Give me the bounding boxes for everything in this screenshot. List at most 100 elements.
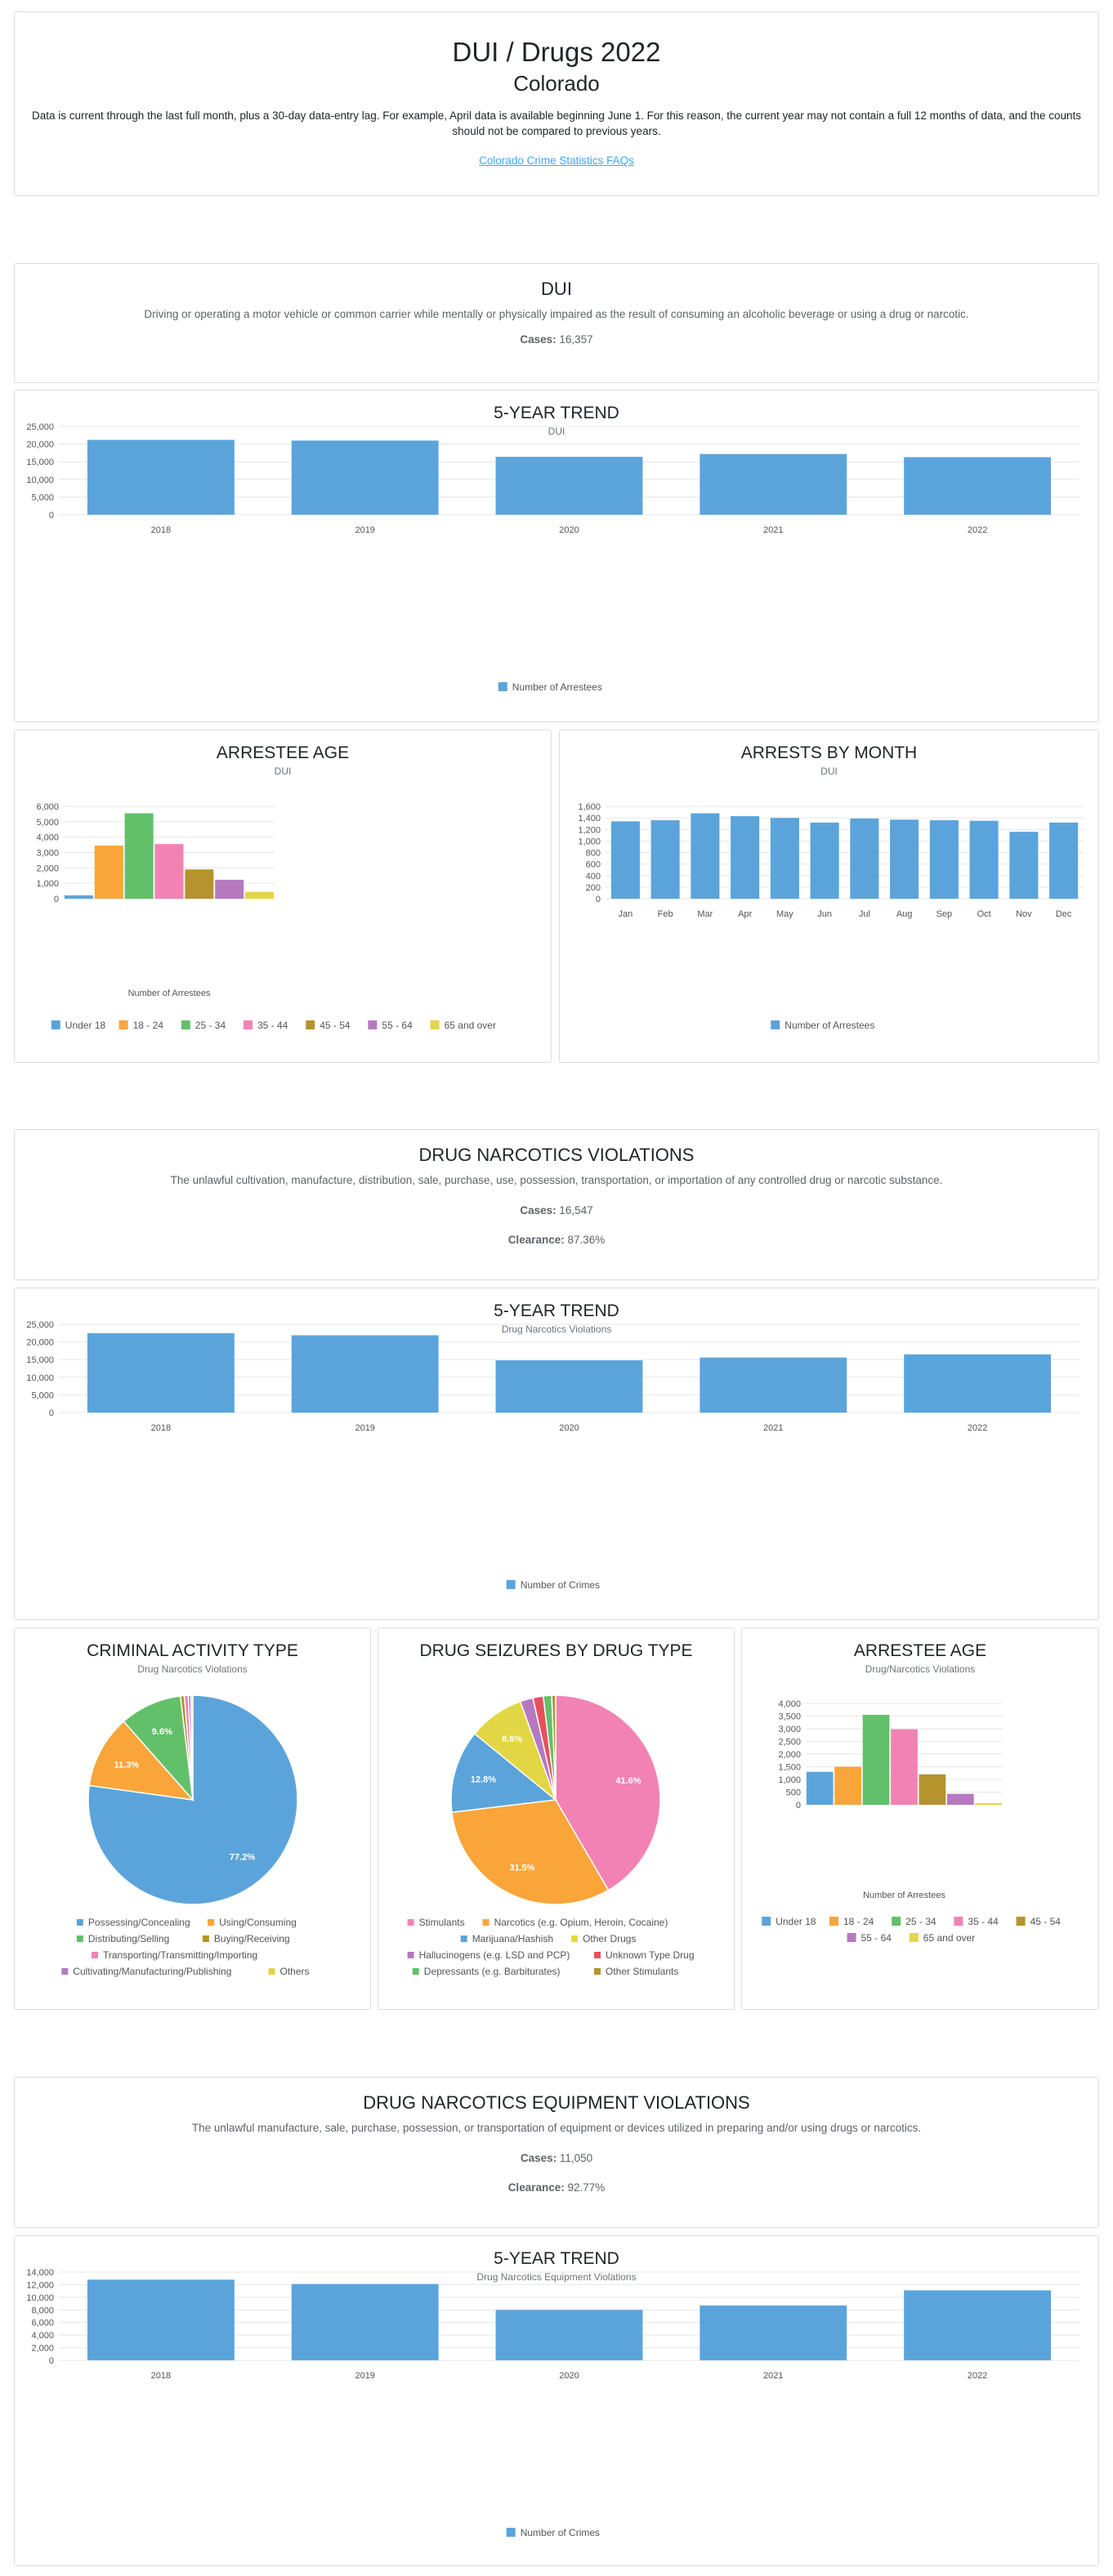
faq-link[interactable]: Colorado Crime Statistics FAQs xyxy=(479,154,634,167)
pie-slice xyxy=(551,1694,556,1801)
legend-swatch xyxy=(847,1933,856,1942)
dui-title: DUI xyxy=(541,279,572,299)
x-axis-label: Number of Arrestees xyxy=(863,1891,945,1900)
y-tick-label: 5,000 xyxy=(36,818,59,828)
bar xyxy=(87,2279,235,2360)
legend-swatch xyxy=(61,1968,69,1975)
dui-age-card: ARRESTEE AGE DUI 0 1,000 2,000 3,000 4,000 5,00… xyxy=(14,730,552,1063)
equip-clearance-value: 92.77% xyxy=(567,2181,606,2194)
x-tick-label: 2018 xyxy=(151,2371,171,2381)
pie-data-label: 77.2% xyxy=(230,1853,255,1863)
y-tick-label: 2,000 xyxy=(31,2344,54,2354)
y-tick-label: 8,000 xyxy=(31,2306,54,2315)
legend-label: Stimulants xyxy=(419,1917,465,1928)
pie-slice xyxy=(451,1799,610,1905)
pie-data-label: 9.6% xyxy=(152,1727,172,1737)
bar xyxy=(969,820,999,899)
state-title: Colorado xyxy=(513,71,600,96)
legend-swatch xyxy=(306,1020,315,1029)
bar xyxy=(700,1357,847,1413)
y-tick-label: 6,000 xyxy=(31,2319,54,2328)
legend-label: Under 18 xyxy=(65,1020,106,1031)
y-tick-label: 5,000 xyxy=(31,1391,54,1400)
y-tick-label: 0 xyxy=(796,1801,801,1810)
y-tick-label: 10,000 xyxy=(26,1373,54,1383)
y-tick-label: 2,000 xyxy=(36,864,59,873)
bar xyxy=(245,891,275,899)
legend-label: 35 - 44 xyxy=(257,1020,288,1031)
legend-label: Possessing/Concealing xyxy=(88,1917,190,1928)
drug-activity-card: CRIMINAL ACTIVITY TYPE Drug Narcotics Vio… xyxy=(14,1627,371,2010)
drug-seizures-card: DRUG SEIZURES BY DRUG TYPE 41.6% 31.5% 12.8… xyxy=(378,1627,735,2010)
y-tick-label: 15,000 xyxy=(26,458,54,467)
y-tick-label: 15,000 xyxy=(26,1355,54,1365)
legend-label: 45 - 54 xyxy=(320,1020,351,1031)
legend-swatch xyxy=(92,1952,98,1958)
y-tick-label: 2,000 xyxy=(778,1750,801,1760)
chart-subtitle: DUI xyxy=(275,766,292,777)
y-tick-label: 500 xyxy=(786,1788,801,1798)
bar xyxy=(1049,822,1079,899)
bar xyxy=(700,2305,847,2360)
legend-swatch xyxy=(762,1917,771,1926)
x-tick-label: 2018 xyxy=(151,1423,171,1433)
bar xyxy=(691,813,720,899)
y-tick-label: 20,000 xyxy=(26,1338,54,1348)
chart-subtitle: Drug Narcotics Violations xyxy=(502,1324,612,1335)
bar xyxy=(850,818,879,899)
legend-label: Using/Consuming xyxy=(219,1917,297,1928)
bar xyxy=(834,1766,861,1805)
x-tick-label: Sep xyxy=(936,909,953,919)
chart-title: ARRESTEE AGE xyxy=(854,1641,986,1660)
y-tick-label: 1,400 xyxy=(578,814,601,824)
legend-swatch xyxy=(208,1919,215,1926)
equip-description: The unlawful manufacture, sale, purchase… xyxy=(191,2122,922,2134)
legend-label: Number of Crimes xyxy=(521,1579,600,1591)
x-tick-label: 2019 xyxy=(355,1423,374,1433)
bar xyxy=(947,1793,974,1805)
y-tick-label: 2,500 xyxy=(778,1738,801,1748)
x-tick-label: 2020 xyxy=(559,2371,579,2381)
drug-trend-chart: 5-YEAR TREND Drug Narcotics Violations 0 5,… xyxy=(26,1301,1079,1591)
x-tick-label: May xyxy=(776,909,793,919)
legend-label: 18 - 24 xyxy=(843,1916,874,1927)
y-tick-label: 0 xyxy=(596,895,601,904)
pie-slice xyxy=(87,1694,298,1905)
pie-slice xyxy=(190,1694,194,1801)
bar xyxy=(495,457,643,515)
pie-slice xyxy=(88,1720,194,1801)
legend-label: Distributing/Selling xyxy=(88,1933,169,1944)
bar xyxy=(810,822,839,899)
bar xyxy=(154,844,184,899)
bar xyxy=(1009,832,1039,899)
drug-seizures-chart: DRUG SEIZURES BY DRUG TYPE 41.6% 31.5% 12.8… xyxy=(407,1641,695,1977)
bar xyxy=(87,440,235,515)
legend-swatch xyxy=(76,1935,83,1942)
legend-label: Cultivating/Manufacturing/Publishing xyxy=(73,1966,231,1977)
legend-swatch xyxy=(594,1968,601,1975)
drug-cases-label: Cases: xyxy=(520,1204,556,1217)
legend-label: Transporting/Transmitting/Importing xyxy=(103,1949,257,1961)
legend-label: 35 - 44 xyxy=(968,1916,999,1927)
pie-data-label: 11.3% xyxy=(114,1760,140,1770)
legend-label: 18 - 24 xyxy=(133,1020,164,1031)
chart-subtitle: Drug/Narcotics Violations xyxy=(865,1663,976,1675)
dui-cases: Cases: 16,357 xyxy=(15,332,1098,347)
x-tick-label: 2021 xyxy=(763,1423,783,1433)
pie-data-label: 31.5% xyxy=(509,1864,534,1873)
legend-label: Marijuana/Hashish xyxy=(472,1933,553,1944)
bar xyxy=(291,440,439,515)
legend-swatch xyxy=(482,1919,489,1926)
chart-subtitle: Drug Narcotics Equipment Violations xyxy=(476,2271,636,2283)
x-tick-label: 2021 xyxy=(763,525,783,535)
legend-label: 55 - 64 xyxy=(382,1020,413,1031)
legend-swatch xyxy=(368,1020,378,1029)
x-tick-label: Oct xyxy=(977,909,991,919)
legend-label: Number of Arrestees xyxy=(784,1020,874,1031)
legend-swatch xyxy=(892,1917,901,1926)
drug-age-card: ARRESTEE AGE Drug/Narcotics Violations 0 50… xyxy=(741,1627,1099,2010)
x-tick-label: Nov xyxy=(1016,909,1032,919)
bar xyxy=(610,821,640,899)
drug-trend-card: 5-YEAR TREND Drug Narcotics Violations 0 5,… xyxy=(14,1288,1099,1620)
y-tick-label: 1,600 xyxy=(578,802,601,812)
